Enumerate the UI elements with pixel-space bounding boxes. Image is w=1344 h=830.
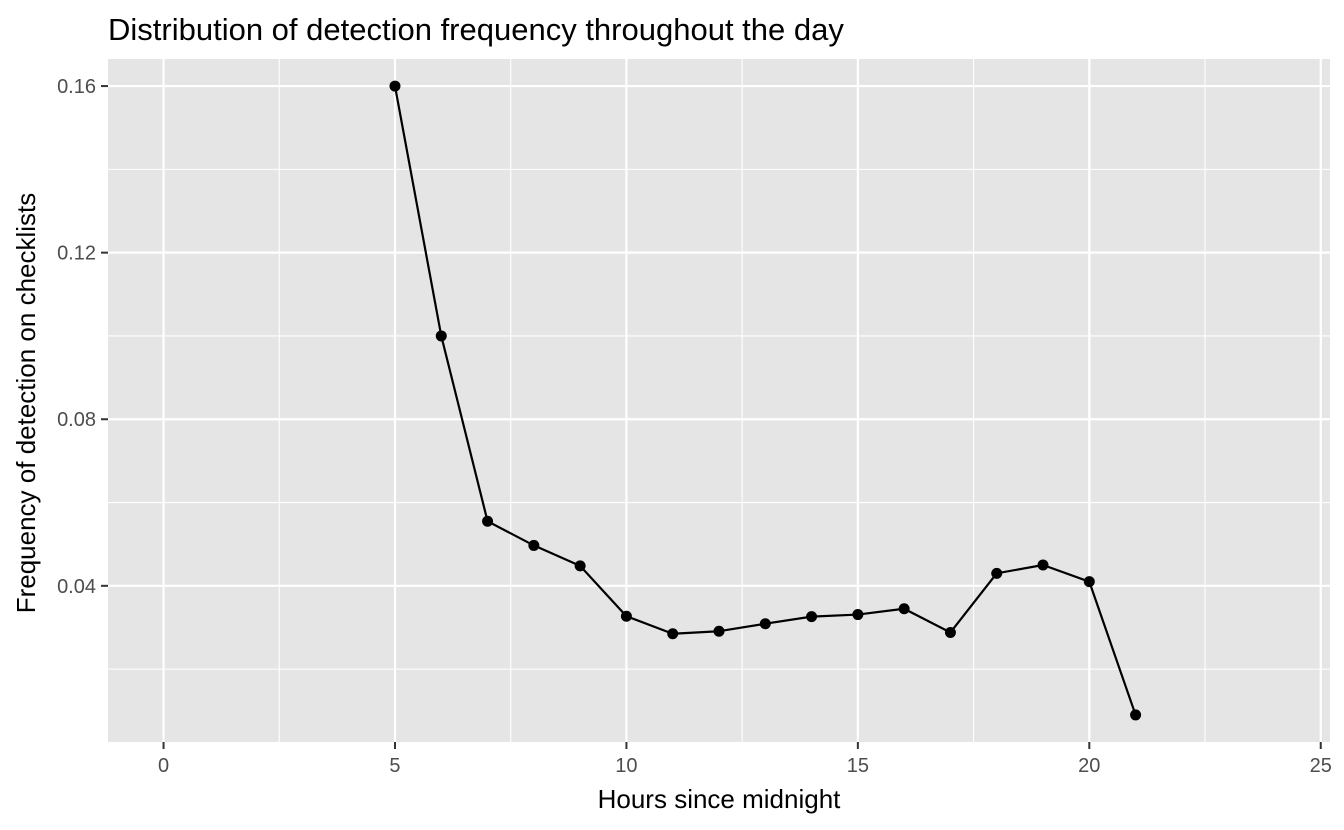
data-point <box>991 567 1003 579</box>
data-point <box>1083 576 1095 588</box>
data-point <box>667 628 679 640</box>
y-tick-label: 0.16 <box>57 76 96 98</box>
x-tick-label: 20 <box>1078 755 1100 777</box>
data-point <box>1130 709 1142 721</box>
y-tick-label: 0.12 <box>57 243 96 265</box>
data-point <box>898 603 910 615</box>
x-axis-title: Hours since midnight <box>598 784 842 814</box>
data-point <box>528 539 540 551</box>
data-point <box>944 626 956 638</box>
y-axis-ticks: 0.04 0.08 0.12 0.16 <box>57 76 108 598</box>
data-point <box>713 625 725 637</box>
data-point <box>759 618 771 630</box>
data-point <box>620 610 632 622</box>
major-gridlines <box>108 59 1330 742</box>
x-tick-label: 5 <box>389 755 400 777</box>
data-point <box>574 560 586 572</box>
y-tick-label: 0.04 <box>57 576 96 598</box>
data-point <box>482 515 494 527</box>
minor-gridlines <box>108 59 1330 742</box>
x-tick-label: 25 <box>1310 755 1332 777</box>
x-tick-label: 15 <box>847 755 869 777</box>
chart-title: Distribution of detection frequency thro… <box>108 12 844 47</box>
x-axis-ticks: 0 5 10 15 20 25 <box>158 742 1332 777</box>
data-point <box>806 611 818 623</box>
plot-panel <box>108 59 1330 742</box>
y-axis-title: Frequency of detection on checklists <box>11 193 41 614</box>
x-tick-label: 0 <box>158 755 169 777</box>
x-tick-label: 10 <box>615 755 637 777</box>
data-point <box>389 80 401 92</box>
data-point <box>1037 559 1049 571</box>
series-layer <box>389 80 1142 721</box>
y-tick-label: 0.08 <box>57 409 96 431</box>
data-point <box>852 609 864 621</box>
data-point <box>435 330 447 342</box>
